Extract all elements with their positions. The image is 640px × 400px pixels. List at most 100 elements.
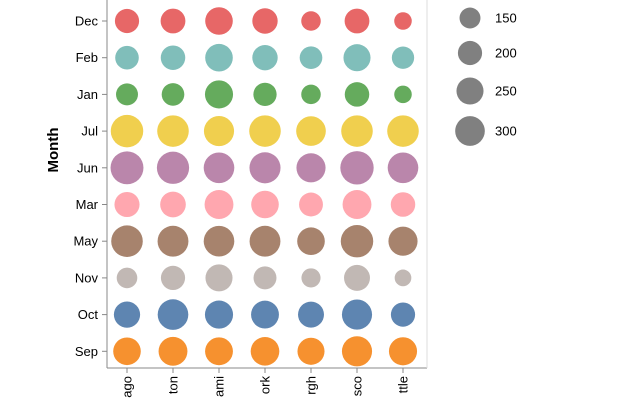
bubble-mar-rgh [299,192,323,217]
bubble-sep-ttle [388,337,418,366]
bubble-jul-ami [203,116,235,147]
y-tick-label: Oct [78,307,99,322]
bubble-jan-ton [161,83,185,106]
legend-label: 250 [495,84,517,99]
bubble-jan-rgh [301,84,321,105]
x-tick-label: sco [350,376,365,396]
y-tick-label: Dec [75,14,99,29]
bubble-jun-ork [249,152,281,184]
bubble-oct-rgh [298,301,324,328]
legend-label: 200 [495,46,517,61]
bubble-jul-ork [249,115,281,147]
bubble-jun-ami [203,152,235,184]
legend-label: 150 [495,11,517,26]
bubble-dec-ton [160,8,186,34]
bubble-mar-ttle [390,192,416,217]
bubble-feb-ago [115,45,139,70]
bubble-jan-ttle [394,85,412,104]
x-tick-label: ork [258,376,273,395]
y-tick-label: Nov [75,270,99,285]
bubble-oct-ami [204,300,234,329]
x-tick-label: ton [166,376,181,394]
bubble-oct-ago [113,301,141,328]
y-axis-title: Month [45,128,62,173]
y-tick-label: Sep [75,344,98,359]
bubble-jun-ago [110,151,144,185]
bubble-may-ton [157,225,189,257]
x-tick-label: rgh [304,376,319,395]
y-axis: Dec Feb Jan Jul Jun Mar May Nov Oct Sep [73,14,107,359]
bubble-nov-ami [205,264,233,292]
bubble-nov-ton [160,265,186,290]
bubble-dec-sco [344,8,370,34]
y-tick-label: Jan [77,87,98,102]
x-axis: ago ton ami ork rgh sco ttle [120,368,411,398]
bubble-feb-ami [205,43,233,72]
legend-symbol [459,7,481,29]
bubble-jun-ttle [387,152,419,184]
bubble-jun-rgh [296,153,326,183]
bubble-may-ami [203,225,235,257]
bubble-may-rgh [297,227,325,255]
bubble-may-ttle [388,226,418,256]
plot-area [110,7,419,367]
bubble-mar-ork [251,190,279,219]
y-tick-label: Mar [76,197,99,212]
bubble-jan-ork [253,82,277,107]
bubble-oct-ork [251,300,279,329]
legend-symbol [455,116,485,146]
bubble-jul-sco [341,115,373,147]
bubble-dec-ttle [394,12,412,30]
bubble-sep-sco [341,336,373,367]
bubble-nov-sco [344,264,370,291]
bubble-dec-ago [114,8,140,34]
bubble-jan-ago [116,83,138,106]
legend-label: 300 [495,124,517,139]
bubble-jun-ton [156,151,190,184]
bubble-nov-rgh [301,268,321,288]
y-tick-label: Jun [77,160,98,175]
y-tick-label: Feb [76,50,98,65]
bubble-feb-ttle [391,46,415,69]
bubble-feb-sco [343,44,371,72]
size-legend: 150 200 250 300 [455,7,517,146]
bubble-sep-ago [113,337,141,366]
bubble-oct-ttle [390,302,416,327]
legend-symbol [456,77,484,105]
bubble-nov-ork [253,266,277,290]
bubble-may-ork [249,225,281,257]
bubble-feb-ton [160,45,186,70]
bubble-jan-sco [344,82,370,107]
bubble-dec-ami [205,7,233,35]
bubble-mar-ago [114,191,140,218]
bubble-jul-ago [110,114,144,148]
x-tick-label: ami [212,376,227,397]
bubble-feb-ork [252,45,278,71]
legend-symbol [457,40,483,66]
bubble-oct-sco [341,299,373,330]
bubble-jul-ton [157,115,189,147]
y-tick-label: May [73,234,98,249]
bubble-feb-rgh [299,46,323,70]
y-tick-label: Jul [81,124,98,139]
bubble-may-sco [340,224,374,258]
bubble-nov-ago [116,267,138,289]
bubble-nov-ttle [394,269,412,287]
bubble-dec-ork [252,8,278,34]
x-tick-label: ttle [396,376,411,393]
x-tick-label: ago [120,376,135,398]
bubble-mar-sco [342,190,372,219]
bubble-oct-ton [157,299,189,330]
bubble-sep-ork [250,336,280,366]
bubble-jul-ttle [387,115,419,147]
bubble-jul-rgh [296,116,326,146]
bubble-sep-rgh [297,337,325,365]
bubble-may-ago [111,225,143,257]
bubble-jan-ami [204,80,234,109]
bubble-mar-ami [204,190,234,219]
bubble-jun-sco [340,151,374,185]
bubble-mar-ton [160,191,186,218]
bubble-sep-ami [205,337,233,366]
bubble-sep-ton [158,336,188,366]
